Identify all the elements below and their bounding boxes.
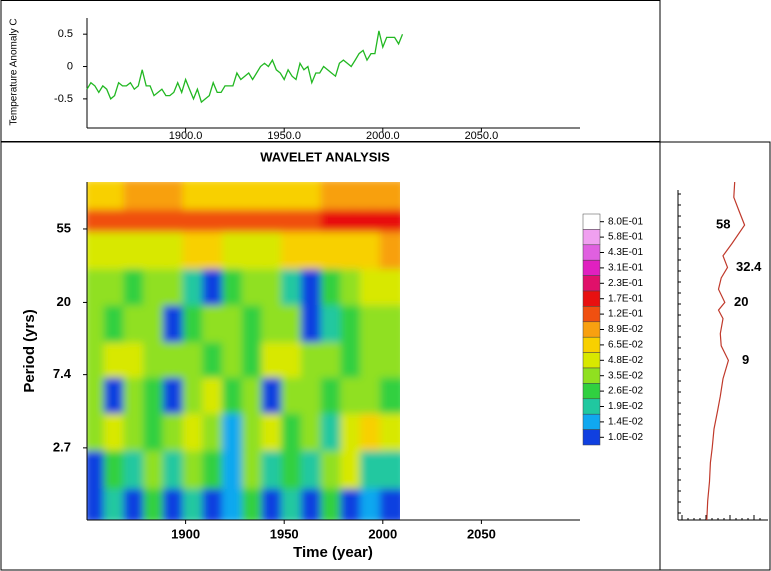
colorbar-swatch bbox=[582, 306, 601, 323]
y-axis-label: Period (yrs) bbox=[21, 309, 38, 392]
colorbar-label: 2.3E-01 bbox=[608, 278, 643, 289]
y-tick-label: 20 bbox=[57, 294, 71, 309]
temperature-line bbox=[86, 30, 404, 104]
peak-label: 20 bbox=[734, 294, 748, 309]
colorbar-label: 5.8E-01 bbox=[608, 232, 643, 243]
heatmap-cell bbox=[379, 225, 400, 270]
colorbar-swatch bbox=[582, 367, 601, 384]
colorbar-swatch bbox=[582, 229, 601, 246]
heatmap-cell bbox=[379, 482, 400, 520]
heatmap-cell bbox=[379, 203, 400, 232]
heatmap-cell bbox=[379, 263, 400, 306]
colorbar-label: 1.2E-01 bbox=[608, 309, 643, 320]
heatmap-cell bbox=[379, 371, 400, 414]
colorbar-swatch bbox=[582, 321, 601, 338]
x-tick-label: 1900.0 bbox=[169, 130, 203, 142]
colorbar-swatch bbox=[582, 398, 601, 415]
x-tick-label: 1950.0 bbox=[267, 130, 301, 142]
x-tick-label: 1950 bbox=[270, 526, 299, 541]
colorbar-label: 8.9E-02 bbox=[608, 324, 643, 335]
colorbar-swatch bbox=[582, 352, 601, 369]
peak-label: 32.4 bbox=[736, 259, 762, 274]
colorbar-label: 3.1E-01 bbox=[608, 263, 643, 274]
peak-label: 9 bbox=[742, 352, 749, 367]
colorbar-label: 1.4E-02 bbox=[608, 417, 643, 428]
side-frame bbox=[659, 141, 771, 571]
colorbar-swatch bbox=[582, 244, 601, 261]
heatmap-cell bbox=[379, 336, 400, 378]
colorbar-swatch bbox=[582, 413, 601, 430]
colorbar-label: 1.0E-02 bbox=[608, 432, 643, 443]
y-tick-label: 0 bbox=[67, 60, 73, 72]
colorbar-label: 1.7E-01 bbox=[608, 293, 643, 304]
x-tick-label: 2050 bbox=[467, 526, 496, 541]
heatmap-cell bbox=[379, 299, 400, 343]
x-tick-label: 2000 bbox=[368, 526, 397, 541]
heatmap-cell bbox=[379, 407, 400, 451]
colorbar-swatch bbox=[582, 259, 601, 276]
x-axis-label: Time (year) bbox=[293, 544, 373, 561]
x-tick-label: 1900 bbox=[171, 526, 200, 541]
colorbar-swatch bbox=[582, 290, 601, 307]
colorbar-label: 4.3E-01 bbox=[608, 247, 643, 258]
y-tick-label: 0.5 bbox=[58, 28, 73, 40]
top-frame bbox=[0, 0, 661, 142]
x-tick-label: 2050.0 bbox=[465, 130, 499, 142]
colorbar-label: 6.5E-02 bbox=[608, 340, 643, 351]
colorbar-label: 2.6E-02 bbox=[608, 386, 643, 397]
y-axis-label: Temperature Anomaly C bbox=[9, 18, 20, 125]
y-tick-label: 55 bbox=[57, 220, 71, 235]
colorbar-label: 8.0E-01 bbox=[608, 216, 643, 227]
heatmap bbox=[87, 182, 400, 520]
heatmap-cells bbox=[87, 182, 400, 520]
colorbar-swatch bbox=[582, 213, 601, 230]
colorbar-swatch bbox=[582, 383, 601, 400]
colorbar-label: 3.5E-02 bbox=[608, 370, 643, 381]
x-tick-label: 2000.0 bbox=[366, 130, 400, 142]
heatmap-cell bbox=[379, 182, 400, 210]
y-tick-label: -0.5 bbox=[54, 93, 73, 105]
colorbar-swatch bbox=[582, 429, 601, 446]
colorbar-label: 1.9E-02 bbox=[608, 401, 643, 412]
y-tick-label: 2.7 bbox=[53, 439, 71, 454]
spectrum-line bbox=[706, 181, 746, 521]
colorbar-label: 4.8E-02 bbox=[608, 355, 643, 366]
y-tick-label: 7.4 bbox=[53, 366, 72, 381]
peak-label: 58 bbox=[716, 217, 730, 232]
chart-title: WAVELET ANALYSIS bbox=[260, 149, 390, 164]
heatmap-cell bbox=[379, 444, 400, 489]
colorbar-swatch bbox=[582, 336, 601, 353]
colorbar-swatch bbox=[582, 275, 601, 292]
